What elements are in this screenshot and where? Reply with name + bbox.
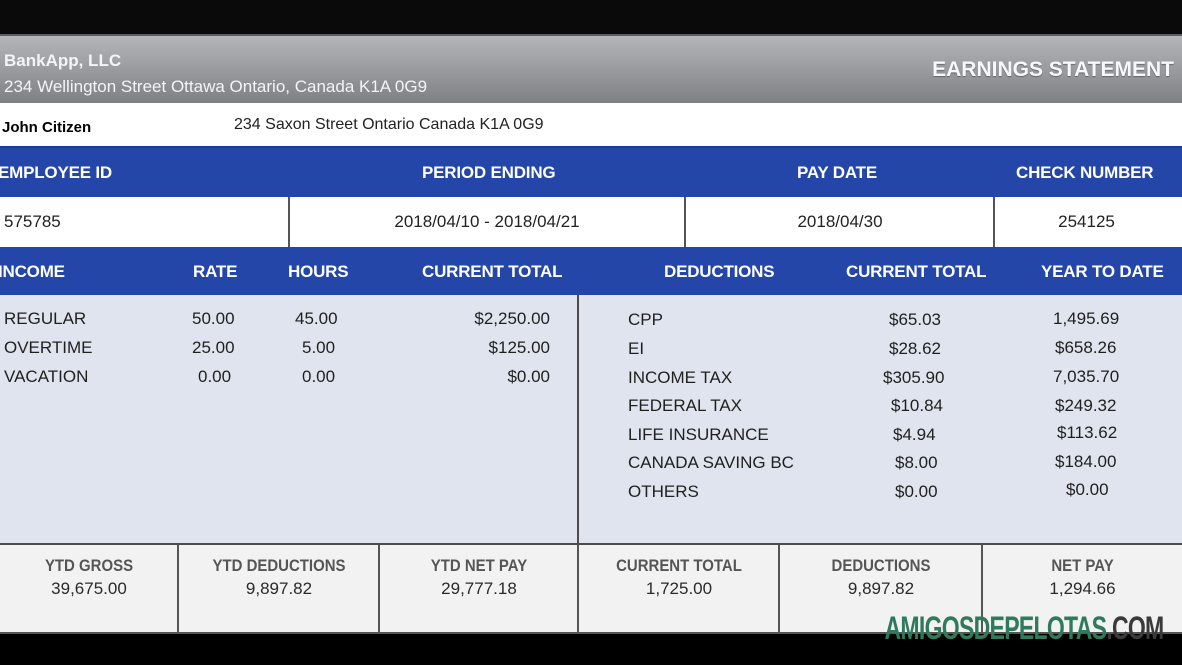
company-address: 234 Wellington Street Ottawa Ontario, Ca… [4, 77, 428, 96]
deduction-current: $305.90 [883, 368, 945, 387]
period-ending-value: 2018/04/10 - 2018/04/21 [394, 212, 580, 231]
divider [684, 197, 686, 247]
company-name: BankApp, LLC [4, 51, 122, 70]
divider [177, 545, 179, 634]
summary-current-total: CURRENT TOTAL 1,725.00 [579, 545, 779, 634]
watermark-suffix: .COM [1106, 610, 1165, 646]
deduction-ytd: $113.62 [1057, 423, 1118, 442]
employee-name: John Citizen [2, 119, 92, 136]
period-ending-header: PERIOD ENDING [422, 163, 556, 182]
watermark: AMIGOSDEPELOTAS.COM [884, 610, 1165, 647]
company-header: BankApp, LLC 234 Wellington Street Ottaw… [0, 34, 1182, 103]
income-hours: 45.00 [295, 309, 338, 328]
deduction-label: EI [628, 339, 645, 358]
summary-ytd-net-pay: YTD NET PAY 29,777.18 [380, 545, 578, 634]
income-hours: 0.00 [302, 367, 336, 386]
check-number-header: CHECK NUMBER [1016, 163, 1154, 182]
deduction-current: $28.62 [889, 339, 941, 358]
deduction-ytd: $249.32 [1055, 396, 1117, 415]
employee-id-value: 575785 [4, 212, 61, 231]
deduction-label: INCOME TAX [628, 368, 733, 387]
summary-value: 1,294.66 [1049, 579, 1116, 598]
income-rate: 25.00 [192, 338, 235, 357]
info-values-row: 575785 2018/04/10 - 2018/04/21 2018/04/3… [0, 197, 1182, 247]
summary-value: 29,777.18 [441, 579, 517, 598]
summary-label: YTD GROSS [44, 556, 134, 575]
check-number-value: 254125 [1058, 212, 1115, 231]
statement-body: REGULAR 50.00 45.00 $2,250.00 OVERTIME 2… [0, 295, 1182, 545]
deduction-current: $0.00 [895, 482, 938, 501]
divider [288, 197, 290, 247]
divider [993, 197, 995, 247]
watermark-name: AMIGOSDEPELOTAS [884, 610, 1107, 646]
body-divider [577, 295, 579, 545]
income-total: $125.00 [488, 338, 550, 357]
summary-label: YTD DEDUCTIONS [212, 556, 346, 575]
divider [981, 545, 983, 634]
employee-id-header: EMPLOYEE ID [0, 163, 112, 182]
summary-value: 1,725.00 [645, 579, 713, 598]
summary-value: 9,897.82 [847, 579, 915, 598]
deduction-ytd: $184.00 [1055, 452, 1117, 471]
summary-label: DEDUCTIONS [831, 556, 931, 575]
income-label: VACATION [4, 367, 89, 386]
deduction-label: FEDERAL TAX [628, 396, 742, 415]
income-total: $0.00 [507, 367, 550, 386]
deduction-current: $8.00 [895, 453, 938, 472]
income-label: OVERTIME [4, 338, 93, 357]
summary-ytd-gross: YTD GROSS 39,675.00 [0, 545, 178, 634]
pay-date-header: PAY DATE [797, 163, 877, 182]
statement-title: EARNINGS STATEMENT [932, 58, 1174, 81]
deduction-current: $10.84 [891, 396, 943, 415]
summary-net-pay: NET PAY 1,294.66 [983, 545, 1182, 634]
divider [378, 545, 380, 634]
summary-label: CURRENT TOTAL [616, 556, 742, 575]
income-rate: 50.00 [192, 309, 235, 328]
summary-value: 39,675.00 [51, 579, 127, 598]
deduction-ytd: $658.26 [1055, 338, 1117, 357]
deduction-ytd: 1,495.69 [1053, 309, 1120, 328]
income-current-total-header: CURRENT TOTAL [422, 262, 563, 281]
deduction-label: CANADA SAVING BC [628, 453, 794, 472]
summary-ytd-deductions: YTD DEDUCTIONS 9,897.82 [179, 545, 379, 634]
income-total: $2,250.00 [474, 309, 550, 328]
divider [778, 545, 780, 634]
table-header-row: INCOME RATE HOURS CURRENT TOTAL DEDUCTIO… [0, 247, 1182, 295]
summary-label: NET PAY [1051, 556, 1114, 575]
pay-date-value: 2018/04/30 [797, 212, 883, 231]
employee-row: John Citizen 234 Saxon Street Ontario Ca… [0, 103, 1182, 146]
deduction-label: OTHERS [628, 482, 699, 501]
income-hours: 5.00 [302, 338, 336, 357]
deduction-ytd: 7,035.70 [1053, 367, 1120, 386]
deductions-header: DEDUCTIONS [664, 262, 775, 281]
deductions-current-total-header: CURRENT TOTAL [846, 262, 987, 281]
hours-header: HOURS [288, 262, 349, 281]
income-label: REGULAR [4, 309, 87, 328]
summary-deductions: DEDUCTIONS 9,897.82 [780, 545, 982, 634]
summary-value: 9,897.82 [245, 579, 313, 598]
deduction-label: CPP [628, 310, 663, 329]
deduction-current: $4.94 [893, 425, 936, 444]
summary-footer: YTD GROSS 39,675.00 YTD DEDUCTIONS 9,897… [0, 545, 1182, 634]
income-header: INCOME [0, 262, 65, 281]
deduction-label: LIFE INSURANCE [628, 425, 769, 444]
deduction-current: $65.03 [889, 310, 941, 329]
deduction-ytd: $0.00 [1066, 480, 1109, 499]
year-to-date-header: YEAR TO DATE [1041, 262, 1164, 281]
employee-address: 234 Saxon Street Ontario Canada K1A 0G9 [234, 116, 544, 133]
divider [577, 545, 579, 634]
income-rate: 0.00 [198, 367, 232, 386]
info-header-row: EMPLOYEE ID PERIOD ENDING PAY DATE CHECK… [0, 146, 1182, 197]
rate-header: RATE [193, 262, 238, 281]
top-black-bar [0, 0, 1182, 34]
summary-label: YTD NET PAY [430, 556, 528, 575]
